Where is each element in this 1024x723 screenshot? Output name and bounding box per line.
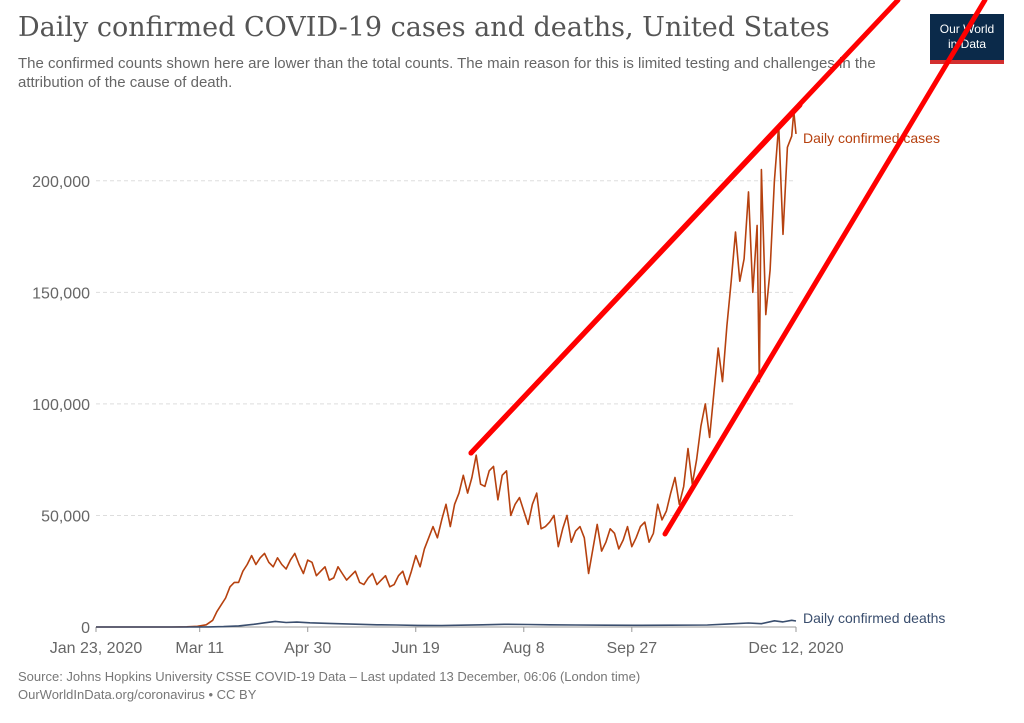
x-tick-label: Mar 11 bbox=[175, 640, 224, 657]
series-line-deaths bbox=[96, 619, 797, 628]
chart-title: Daily confirmed COVID-19 cases and death… bbox=[18, 12, 830, 43]
x-tick-label: Sep 27 bbox=[606, 640, 657, 657]
x-tick-label: Jan 23, 2020 bbox=[50, 640, 143, 657]
credit-line: OurWorldInData.org/coronavirus • CC BY bbox=[18, 687, 257, 702]
y-tick-label: 150,000 bbox=[32, 285, 90, 302]
x-tick-label: Jun 19 bbox=[392, 640, 440, 657]
source-line: Source: Johns Hopkins University CSSE CO… bbox=[18, 669, 641, 684]
x-tick-label: Apr 30 bbox=[284, 640, 331, 657]
y-tick-label: 0 bbox=[81, 620, 90, 637]
series-label-deaths: Daily confirmed deaths bbox=[803, 610, 945, 626]
annotation-stroke bbox=[468, 102, 803, 456]
y-tick-label: 50,000 bbox=[41, 508, 90, 525]
series-line-cases bbox=[96, 110, 797, 628]
y-tick-label: 100,000 bbox=[32, 397, 90, 414]
chart-subtitle: The confirmed counts shown here are lowe… bbox=[18, 55, 876, 91]
x-tick-label: Dec 12, 2020 bbox=[748, 640, 843, 657]
chart-source: Source: Johns Hopkins University CSSE CO… bbox=[18, 668, 640, 704]
annotation-stroke bbox=[662, 0, 988, 537]
series-label-cases: Daily confirmed cases bbox=[803, 130, 940, 146]
x-tick-label: Aug 8 bbox=[503, 640, 545, 657]
y-tick-label: 200,000 bbox=[32, 174, 90, 191]
